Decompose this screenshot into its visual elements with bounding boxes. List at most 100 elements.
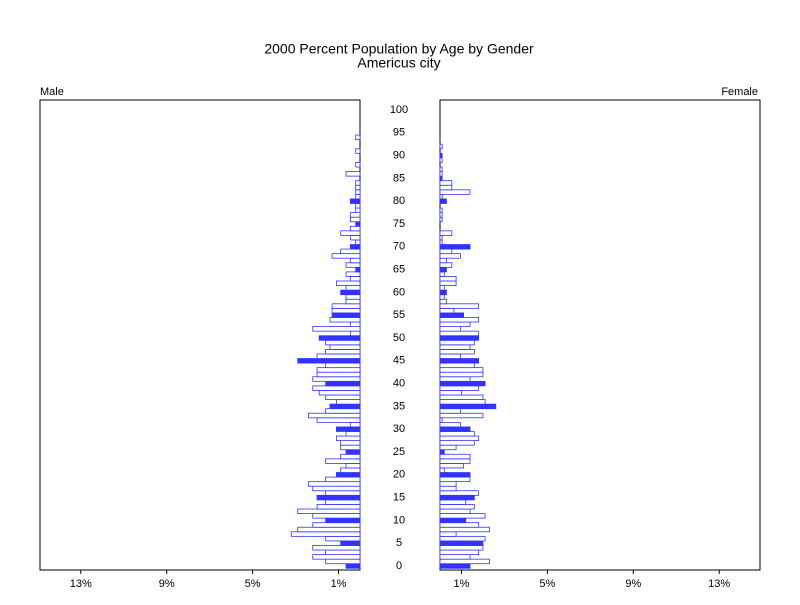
bar	[349, 216, 361, 223]
bar	[325, 458, 361, 464]
bar	[439, 499, 467, 505]
bar	[316, 371, 361, 378]
bar	[439, 330, 480, 337]
bar	[355, 162, 361, 168]
bar	[335, 399, 361, 405]
age-label: 50	[393, 332, 405, 344]
bar	[325, 535, 361, 542]
bar	[312, 513, 361, 519]
bar	[355, 180, 361, 186]
x-tick-label: 5%	[539, 578, 555, 590]
x-tick-label: 9%	[625, 578, 641, 590]
bar	[439, 494, 475, 501]
bar	[439, 545, 484, 551]
age-label: 80	[393, 195, 405, 207]
bar	[325, 348, 361, 355]
bar	[439, 198, 447, 204]
age-label: 0	[396, 560, 402, 572]
bar	[439, 526, 490, 533]
bar	[439, 540, 484, 546]
panel-label: Female	[721, 86, 758, 98]
bar	[439, 344, 471, 350]
bar	[439, 326, 461, 332]
age-label: 95	[393, 127, 405, 139]
bar	[316, 504, 361, 510]
bar	[439, 403, 497, 410]
bar	[355, 266, 361, 273]
bar	[345, 285, 361, 291]
chart-subtitle: Americus city	[357, 55, 440, 71]
bar	[340, 248, 361, 255]
age-label: 35	[393, 400, 405, 412]
bar	[329, 317, 361, 323]
bar	[325, 362, 361, 369]
bar	[439, 212, 443, 218]
bar	[335, 426, 361, 432]
bar	[325, 408, 361, 414]
bar	[312, 385, 361, 391]
age-label: 60	[393, 286, 405, 298]
bar	[439, 440, 475, 446]
bar	[439, 485, 457, 492]
bar	[316, 353, 361, 359]
bar	[325, 380, 361, 387]
bar	[439, 216, 443, 223]
bar	[335, 472, 361, 478]
bar	[439, 184, 453, 191]
bar	[439, 171, 443, 177]
bar	[439, 321, 471, 328]
bar	[439, 549, 480, 555]
bar	[345, 431, 361, 437]
bar	[439, 394, 484, 400]
bar	[439, 417, 443, 423]
chart-title: 2000 Percent Population by Age by Gender	[264, 41, 534, 57]
bar	[340, 440, 361, 446]
bar	[335, 280, 361, 286]
bar	[340, 467, 361, 473]
age-label: 45	[393, 355, 405, 367]
age-label: 100	[390, 104, 408, 116]
bar	[325, 558, 361, 565]
bar	[325, 499, 361, 505]
bar	[439, 513, 486, 519]
bar	[439, 166, 443, 172]
bar	[345, 563, 361, 569]
bar	[439, 157, 443, 163]
bar	[345, 449, 361, 455]
bar	[439, 348, 475, 355]
age-label: 40	[393, 378, 405, 390]
bar	[340, 540, 361, 546]
bar	[355, 184, 361, 191]
bar	[439, 262, 453, 268]
age-label: 65	[393, 264, 405, 276]
bar	[439, 380, 486, 387]
bar	[312, 554, 361, 560]
bar	[349, 330, 361, 337]
bar	[345, 271, 361, 277]
bar	[325, 476, 361, 483]
bar	[335, 435, 361, 442]
bar	[325, 517, 361, 524]
x-tick-label: 13%	[708, 578, 730, 590]
bar	[318, 390, 361, 396]
bar	[345, 171, 361, 177]
bar	[345, 262, 361, 268]
bar	[439, 371, 484, 378]
bar	[439, 193, 443, 200]
bar	[349, 225, 361, 232]
bar	[349, 244, 361, 250]
bar	[439, 453, 471, 460]
bar	[345, 462, 361, 469]
x-tick-label: 1%	[454, 578, 470, 590]
bar	[312, 326, 361, 332]
bar	[439, 535, 486, 542]
bar	[439, 143, 443, 150]
bar	[439, 462, 465, 469]
bar	[439, 563, 471, 569]
bar	[325, 490, 361, 496]
bar	[439, 298, 447, 305]
bar	[439, 248, 453, 255]
age-label: 30	[393, 423, 405, 435]
bar	[439, 399, 486, 405]
bar	[349, 276, 361, 282]
